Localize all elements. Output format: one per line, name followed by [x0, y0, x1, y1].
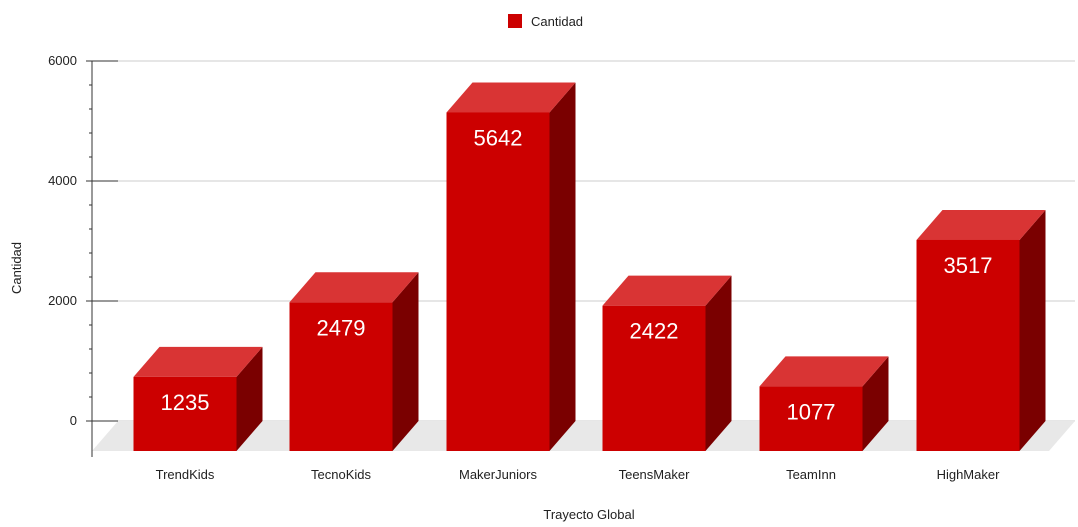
x-tick-label: TrendKids [156, 467, 215, 482]
data-label: 3517 [944, 253, 993, 278]
x-tick-label: TecnoKids [311, 467, 371, 482]
legend-swatch [508, 14, 522, 28]
bar[interactable]: 2479 [289, 272, 419, 451]
x-axis-title: Trayecto Global [543, 507, 634, 522]
y-tick-label: 0 [70, 413, 77, 428]
category-labels: TrendKids TecnoKids MakerJuniors TeensMaker… [156, 467, 1000, 482]
bar-side [1019, 209, 1046, 451]
bar-top [446, 82, 576, 113]
data-label: 2422 [630, 319, 679, 344]
bar-side [705, 275, 732, 451]
y-tick-label: 6000 [48, 53, 77, 68]
bars: 1235 2479 5642 2422 1077 3517 [133, 82, 1046, 451]
bar[interactable]: 2422 [602, 275, 732, 451]
bar-front [446, 112, 550, 451]
y-axis-title: Cantidad [9, 242, 24, 294]
y-tick-label: 2000 [48, 293, 77, 308]
bar-top [759, 356, 889, 387]
data-label: 1077 [787, 399, 836, 424]
data-label: 2479 [317, 315, 366, 340]
bar-top [289, 272, 419, 303]
bar-top [602, 275, 732, 306]
y-axis: 0 2000 4000 6000 [48, 53, 118, 457]
legend[interactable]: Cantidad [508, 14, 583, 29]
bar-front [916, 239, 1020, 451]
x-tick-label: TeensMaker [619, 467, 690, 482]
bar[interactable]: 1077 [759, 356, 889, 451]
bar-top [916, 209, 1046, 240]
data-label: 1235 [161, 390, 210, 415]
bar[interactable]: 5642 [446, 82, 576, 451]
bar[interactable]: 1235 [133, 346, 263, 451]
bar-side [236, 346, 263, 451]
bar-top [133, 346, 263, 377]
bar-front [602, 305, 706, 451]
x-tick-label: HighMaker [937, 467, 1001, 482]
legend-label: Cantidad [531, 14, 583, 29]
bar-front [133, 376, 237, 451]
bar-side [549, 82, 576, 451]
bar-front [759, 386, 863, 451]
x-tick-label: TeamInn [786, 467, 836, 482]
data-label: 5642 [474, 125, 523, 150]
bar-side [862, 356, 889, 451]
x-tick-label: MakerJuniors [459, 467, 538, 482]
bar-front [289, 302, 393, 451]
y-tick-label: 4000 [48, 173, 77, 188]
bar[interactable]: 3517 [916, 209, 1046, 451]
bar-side [392, 272, 419, 451]
